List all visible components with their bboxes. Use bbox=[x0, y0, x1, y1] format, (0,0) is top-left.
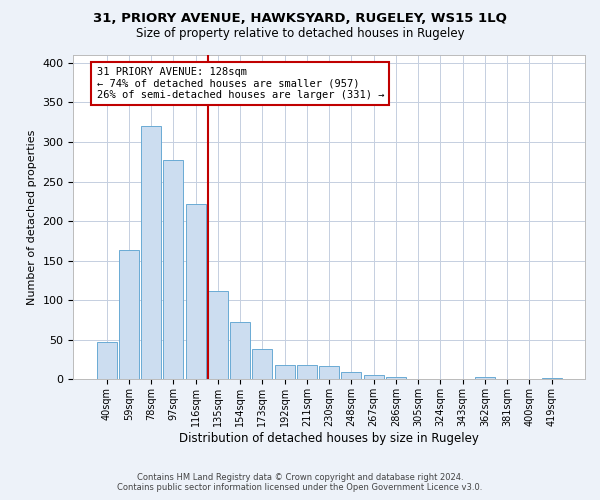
Bar bbox=[319, 366, 339, 380]
Bar bbox=[341, 372, 361, 380]
Bar bbox=[542, 378, 562, 380]
Bar bbox=[97, 342, 116, 380]
Text: Contains HM Land Registry data © Crown copyright and database right 2024.
Contai: Contains HM Land Registry data © Crown c… bbox=[118, 473, 482, 492]
Y-axis label: Number of detached properties: Number of detached properties bbox=[27, 130, 37, 305]
Bar bbox=[230, 322, 250, 380]
Bar bbox=[253, 348, 272, 380]
Text: Size of property relative to detached houses in Rugeley: Size of property relative to detached ho… bbox=[136, 28, 464, 40]
Bar bbox=[364, 374, 384, 380]
Bar bbox=[297, 365, 317, 380]
Bar bbox=[386, 377, 406, 380]
Bar bbox=[141, 126, 161, 380]
Bar bbox=[475, 377, 495, 380]
Bar bbox=[185, 204, 206, 380]
X-axis label: Distribution of detached houses by size in Rugeley: Distribution of detached houses by size … bbox=[179, 432, 479, 445]
Bar bbox=[275, 365, 295, 380]
Text: 31 PRIORY AVENUE: 128sqm
← 74% of detached houses are smaller (957)
26% of semi-: 31 PRIORY AVENUE: 128sqm ← 74% of detach… bbox=[97, 67, 384, 100]
Bar bbox=[163, 160, 184, 380]
Bar bbox=[208, 291, 228, 380]
Bar bbox=[119, 250, 139, 380]
Text: 31, PRIORY AVENUE, HAWKSYARD, RUGELEY, WS15 1LQ: 31, PRIORY AVENUE, HAWKSYARD, RUGELEY, W… bbox=[93, 12, 507, 26]
